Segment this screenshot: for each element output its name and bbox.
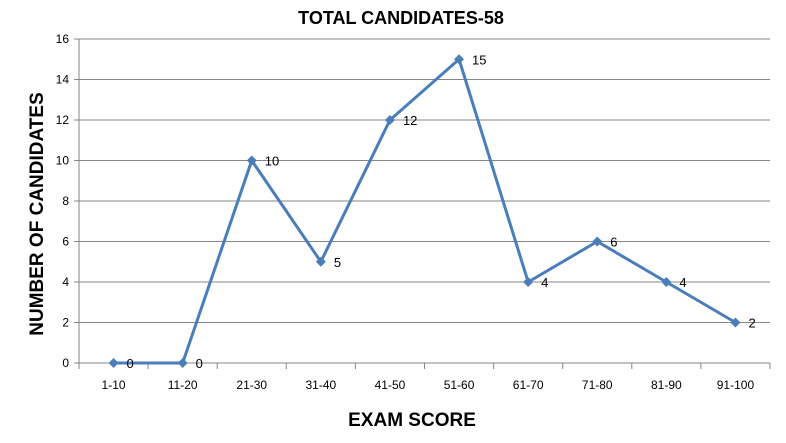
data-point	[592, 236, 603, 247]
x-tick-label: 51-60	[444, 378, 475, 392]
data-labels-group: 0 0 10 5 12 15 4 6 4 2	[127, 52, 756, 371]
data-point	[177, 358, 188, 368]
y-tick-label: 2	[62, 316, 69, 330]
data-point	[315, 256, 326, 267]
data-label: 10	[265, 154, 279, 169]
y-tick-label: 4	[62, 275, 69, 289]
data-point	[384, 115, 395, 125]
x-tick-label: 1-10	[102, 378, 126, 392]
x-tick-label: 61-70	[513, 378, 544, 392]
data-point	[454, 54, 465, 65]
data-point	[246, 155, 257, 166]
y-tick-label: 8	[62, 194, 69, 208]
data-label: 4	[541, 275, 548, 290]
y-tick-label: 16	[56, 32, 70, 46]
y-axis-title: NUMBER OF CANDIDATES	[27, 92, 48, 335]
data-point	[108, 358, 119, 368]
y-axis-ticks: 0 2 4 6 8 10 12 14 16	[56, 32, 79, 370]
chart-title: TOTAL CANDIDATES-58	[298, 8, 504, 28]
y-tick-label: 12	[56, 113, 70, 127]
gridlines	[79, 38, 770, 323]
data-point	[661, 277, 672, 287]
series-group	[108, 54, 741, 368]
data-label: 5	[334, 255, 341, 270]
data-label: 4	[679, 275, 686, 290]
x-tick-label: 71-80	[582, 378, 613, 392]
y-tick-label: 0	[62, 356, 69, 370]
y-tick-label: 14	[56, 73, 70, 87]
data-label: 0	[196, 356, 203, 371]
data-label: 6	[610, 235, 617, 250]
x-tick-label: 41-50	[375, 378, 406, 392]
data-point	[523, 277, 534, 287]
x-tick-label: 31-40	[305, 378, 336, 392]
x-tick-label: 21-30	[236, 378, 267, 392]
y-tick-label: 10	[56, 154, 70, 168]
data-point	[730, 317, 741, 328]
data-label: 2	[748, 316, 755, 331]
series-line	[113, 56, 737, 365]
x-axis-ticks: 1-10 11-20 21-30 31-40 41-50 51-60 61-70 71-80 8…	[78, 363, 771, 392]
x-tick-label: 91-100	[717, 378, 755, 392]
data-label: 15	[472, 52, 486, 67]
x-tick-label: 11-20	[168, 378, 198, 392]
x-tick-label: 81-90	[651, 378, 682, 392]
data-label: 12	[403, 113, 417, 128]
y-tick-label: 6	[62, 235, 69, 249]
data-label: 0	[127, 356, 134, 371]
x-axis-title: EXAM SCORE	[348, 410, 476, 431]
